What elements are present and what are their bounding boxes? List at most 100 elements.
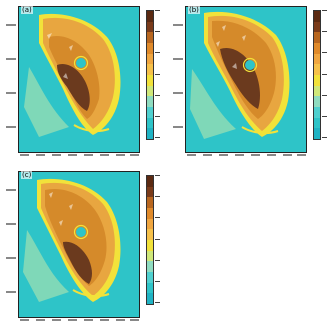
colorbar-swatch xyxy=(147,11,153,22)
colorbar-swatch xyxy=(147,53,153,65)
colorbar-swatch xyxy=(147,64,153,76)
y-axis-ticks xyxy=(171,6,183,151)
y-tick xyxy=(6,58,16,60)
y-tick xyxy=(6,126,16,128)
map-c-graphic xyxy=(19,172,139,317)
colorbar-tick xyxy=(155,95,160,96)
colorbar-swatch xyxy=(314,53,320,65)
x-tick xyxy=(100,319,109,321)
map-a-graphic xyxy=(19,7,139,152)
colorbar-tick xyxy=(155,52,160,53)
colorbar-swatch xyxy=(147,272,153,283)
x-tick xyxy=(219,154,228,156)
y-tick xyxy=(6,92,16,94)
x-tick xyxy=(84,319,93,321)
x-tick xyxy=(20,154,29,156)
colorbar-tick xyxy=(322,116,327,117)
colorbar-swatch xyxy=(314,21,320,33)
y-tick xyxy=(6,291,16,293)
y-tick xyxy=(6,24,16,26)
colorbar-swatch xyxy=(147,85,153,97)
x-tick xyxy=(187,154,196,156)
colorbar-swatch xyxy=(147,107,153,118)
colorbar-swatch xyxy=(147,96,153,108)
colorbar-swatch xyxy=(147,229,153,241)
colorbar-swatch xyxy=(147,261,153,273)
colorbar-tick xyxy=(322,74,327,75)
y-tick xyxy=(173,58,183,60)
colorbar-tick xyxy=(155,302,160,303)
y-tick xyxy=(173,126,183,128)
x-tick xyxy=(130,154,139,156)
colorbar-swatch xyxy=(147,75,153,86)
x-tick xyxy=(235,154,244,156)
x-tick xyxy=(267,154,276,156)
panel-a: (a) xyxy=(0,0,165,156)
y-axis-ticks xyxy=(4,6,16,151)
x-tick xyxy=(130,319,139,321)
panel-label: (b) xyxy=(188,6,200,14)
colorbar-tick xyxy=(155,74,160,75)
x-tick xyxy=(36,319,45,321)
panel-c: (c) xyxy=(0,165,165,321)
colorbar-ticks xyxy=(155,175,163,303)
x-tick xyxy=(36,154,45,156)
colorbar-swatch xyxy=(147,32,153,44)
colorbar xyxy=(313,10,321,140)
y-tick xyxy=(6,223,16,225)
x-tick xyxy=(283,154,292,156)
panel-label: (c) xyxy=(21,171,33,179)
panel-b: (b) xyxy=(167,0,332,156)
colorbar-swatch xyxy=(147,282,153,294)
x-tick xyxy=(84,154,93,156)
x-tick xyxy=(203,154,212,156)
colorbar-tick xyxy=(155,10,160,11)
x-tick xyxy=(100,154,109,156)
x-axis-ticks xyxy=(18,153,140,159)
y-tick xyxy=(173,92,183,94)
colorbar-tick xyxy=(155,31,160,32)
colorbar-tick xyxy=(322,10,327,11)
y-tick xyxy=(173,24,183,26)
colorbar-tick xyxy=(322,137,327,138)
colorbar-ticks xyxy=(322,10,330,138)
colorbar-tick xyxy=(155,217,160,218)
colorbar-swatch xyxy=(147,250,153,262)
colorbar-swatch xyxy=(147,21,153,33)
colorbar-swatch xyxy=(314,11,320,22)
y-tick xyxy=(6,189,16,191)
x-axis-ticks xyxy=(18,318,140,324)
colorbar-tick xyxy=(155,175,160,176)
colorbar-swatch xyxy=(147,128,153,140)
colorbar-swatch xyxy=(314,32,320,44)
map-a xyxy=(18,6,140,153)
colorbar-tick xyxy=(155,116,160,117)
colorbar-swatch xyxy=(147,293,153,305)
x-tick xyxy=(297,154,306,156)
colorbar-swatch xyxy=(147,186,153,198)
colorbar-tick xyxy=(155,196,160,197)
x-tick xyxy=(52,154,61,156)
colorbar-swatch xyxy=(147,176,153,187)
colorbar-tick xyxy=(322,31,327,32)
colorbar-swatch xyxy=(147,43,153,54)
colorbar-ticks xyxy=(155,10,163,138)
x-axis-ticks xyxy=(185,153,307,159)
colorbar-swatch xyxy=(314,117,320,129)
colorbar-tick xyxy=(155,137,160,138)
x-tick xyxy=(116,319,125,321)
colorbar-swatch xyxy=(147,218,153,230)
colorbar-swatch xyxy=(147,240,153,251)
x-tick xyxy=(116,154,125,156)
x-tick xyxy=(68,154,77,156)
x-tick xyxy=(251,154,260,156)
x-tick xyxy=(20,319,29,321)
colorbar-swatch xyxy=(147,197,153,209)
y-axis-ticks xyxy=(4,171,16,316)
panel-label: (a) xyxy=(21,6,33,14)
colorbar-swatch xyxy=(314,128,320,140)
colorbar-tick xyxy=(322,52,327,53)
map-c xyxy=(18,171,140,318)
map-b-graphic xyxy=(186,7,306,152)
